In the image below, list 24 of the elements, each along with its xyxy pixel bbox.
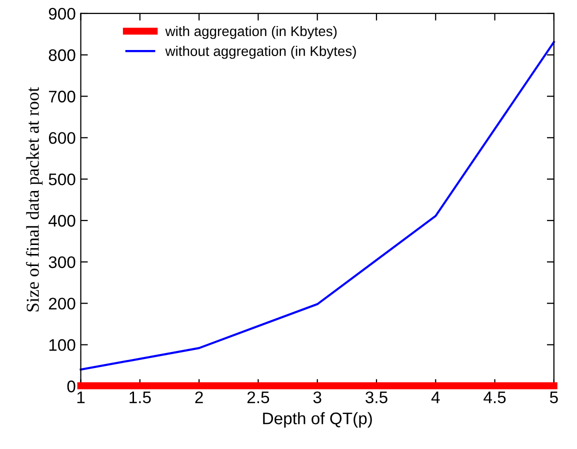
x-tick-label: 2 bbox=[195, 391, 203, 404]
y-tick-label: 0 bbox=[67, 380, 76, 392]
x-axis-title: Depth of QT(p) bbox=[263, 412, 372, 428]
x-tick-label: 4 bbox=[431, 392, 440, 404]
x-tick-label: 1.5 bbox=[130, 392, 151, 404]
x-tick-label: 4.5 bbox=[484, 392, 506, 404]
x-tick-label: 3.5 bbox=[366, 391, 388, 404]
y-tick-label: 800 bbox=[48, 49, 76, 62]
x-tick-label: 3 bbox=[313, 391, 322, 404]
y-tick-label: 500 bbox=[48, 174, 76, 186]
x-tick-label: 1 bbox=[77, 392, 85, 404]
y-tick-label: 100 bbox=[49, 339, 76, 351]
y-tick-label: 400 bbox=[48, 214, 76, 227]
x-tick-label: 2.5 bbox=[247, 391, 270, 404]
y-tick-label: 900 bbox=[48, 8, 76, 20]
y-tick-label: 300 bbox=[48, 256, 76, 268]
y-tick-label: 600 bbox=[48, 132, 76, 144]
y-axis-title: Size of final data packet at root bbox=[26, 87, 43, 312]
y-tick-label: 700 bbox=[48, 90, 76, 102]
x-tick-label: 5 bbox=[550, 392, 558, 404]
legend-label: with aggregation (in Kbytes) bbox=[165, 26, 337, 39]
line-series bbox=[80, 40, 555, 371]
legend-label: without aggregation (in Kbytes) bbox=[165, 46, 356, 59]
y-tick-label: 200 bbox=[48, 298, 76, 310]
